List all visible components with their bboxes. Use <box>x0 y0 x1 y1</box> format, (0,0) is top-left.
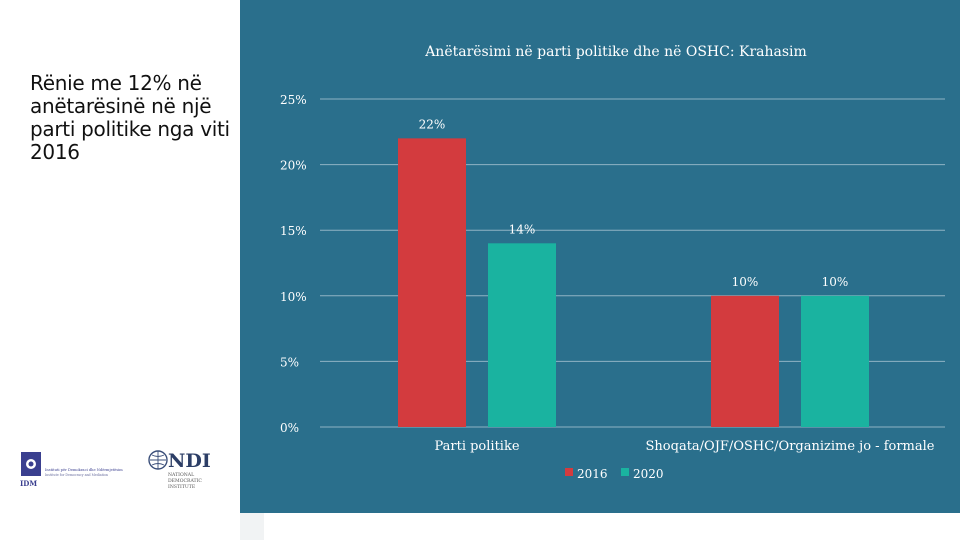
y-tick-label: 0% <box>280 421 299 435</box>
bar-2016-1 <box>711 295 779 427</box>
y-tick-label: 20% <box>280 159 307 173</box>
legend-swatch-2016 <box>565 468 573 476</box>
x-axis-categories: Parti politike Shoqata/OJF/OSHC/Organizim… <box>434 439 934 454</box>
y-axis-ticks: 0% 5% 10% 15% 20% 25% <box>280 93 307 435</box>
bars <box>398 138 869 428</box>
chart-panel: Anëtarësimi në parti politike dhe në OSH… <box>240 0 960 513</box>
legend-swatch-2020 <box>621 468 629 476</box>
bottom-notch <box>240 513 264 540</box>
data-label: 10% <box>732 275 759 289</box>
ndi-name: NDI <box>168 450 211 472</box>
ndi-line2: DEMOCRATIC <box>168 478 202 484</box>
bar-2020-1 <box>801 295 869 427</box>
x-category-label: Parti politike <box>434 439 519 454</box>
slide-headline: Rënie me 12% në anëtarësinë në një parti… <box>30 71 230 164</box>
data-label: 22% <box>419 117 446 131</box>
bar-chart: Anëtarësimi në parti politike dhe në OSH… <box>280 44 945 481</box>
bar-2020-0 <box>488 243 556 427</box>
y-tick-label: 25% <box>280 93 307 107</box>
y-tick-label: 10% <box>280 290 307 304</box>
bottom-margin <box>240 513 960 540</box>
idm-line2: Institute for Democracy and Mediation <box>45 473 108 477</box>
legend-label-2016: 2016 <box>577 467 608 481</box>
y-tick-label: 15% <box>280 224 307 238</box>
ndi-line3: INSTITUTE <box>168 484 195 490</box>
ndi-logo: NDI NATIONAL DEMOCRATIC INSTITUTE <box>148 450 211 490</box>
data-labels: 22% 10% 14% 10% <box>419 117 849 288</box>
data-label: 10% <box>822 275 849 289</box>
idm-logo: IDM Instituti për Demokraci dhe Ndërmjet… <box>20 452 123 488</box>
x-category-label: Shoqata/OJF/OSHC/Organizime jo - formale <box>646 439 935 454</box>
ndi-line1: NATIONAL <box>168 472 194 478</box>
left-panel: Rënie me 12% në anëtarësinë në një parti… <box>0 0 240 540</box>
chart-title: Anëtarësimi në parti politike dhe në OSH… <box>424 44 807 60</box>
data-label: 14% <box>509 222 536 236</box>
legend-label-2020: 2020 <box>633 467 664 481</box>
idm-initials: IDM <box>20 479 37 488</box>
legend: 2016 2020 <box>565 467 664 481</box>
y-tick-label: 5% <box>280 355 299 369</box>
bar-2016-0 <box>398 138 466 428</box>
idm-line1: Instituti për Demokraci dhe Ndërmjetësim <box>45 468 123 472</box>
